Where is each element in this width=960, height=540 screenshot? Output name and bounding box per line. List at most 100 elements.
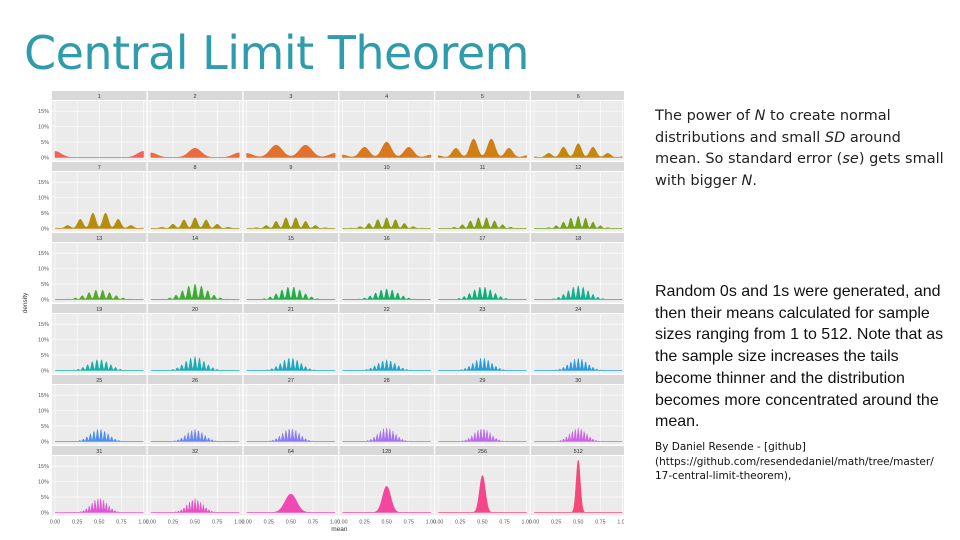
y-tick-label: 15%	[38, 251, 49, 257]
facet-panel: 4	[339, 91, 434, 161]
x-tick-label: 0.00	[50, 520, 60, 526]
density-area	[246, 286, 336, 300]
y-tick-label: 0%	[41, 369, 49, 375]
facet-strip	[435, 375, 530, 384]
facet-label: 18	[575, 236, 581, 242]
facet-label: 13	[96, 236, 102, 242]
facet-label: 16	[384, 236, 390, 242]
y-tick-label: 15%	[38, 180, 49, 186]
facet-panel: 31	[52, 446, 147, 516]
facet-label: 22	[384, 307, 390, 313]
facet-strip	[435, 446, 530, 455]
y-tick-label: 5%	[41, 211, 49, 217]
density-area	[534, 459, 623, 513]
x-tick-label: 0.00	[337, 520, 347, 526]
x-tick-label: 1.00	[522, 520, 532, 526]
credit-link[interactable]: (https://github.com/resendedaniel/math/t…	[655, 455, 934, 468]
y-tick-label: 0%	[41, 298, 49, 304]
y-tick-label: 15%	[38, 322, 49, 328]
density-area	[437, 217, 527, 229]
x-tick-label: 0.00	[146, 520, 156, 526]
x-tick-label: 0.75	[404, 520, 414, 526]
desc-part: around mean. So standard error (	[655, 129, 901, 168]
facet-strip	[243, 375, 339, 384]
facet-strip	[147, 233, 243, 242]
facet-strip	[52, 162, 147, 171]
density-area	[342, 217, 432, 229]
y-tick-label: 5%	[41, 282, 49, 288]
facet-label: 23	[479, 307, 485, 313]
facet-panel: 2	[147, 91, 243, 161]
density-area	[246, 493, 336, 513]
density-area	[533, 215, 623, 229]
facet-label: 19	[96, 307, 102, 313]
facet-panel: 17	[435, 233, 530, 303]
desc-part: ) gets small with bigger	[655, 151, 944, 189]
density-area	[437, 138, 527, 158]
facet-strip	[531, 446, 624, 455]
facet-panel: 11	[435, 162, 530, 232]
facet-panel: 30	[531, 375, 624, 445]
x-tick-label: 0.25	[455, 520, 465, 526]
facet-label: 25	[96, 378, 102, 384]
facet-label: 21	[288, 307, 294, 313]
slide-title: Central Limit Theorem	[24, 26, 529, 80]
facet-label: 20	[192, 307, 198, 313]
y-tick-label: 5%	[41, 424, 49, 430]
facet-label: 256	[478, 449, 487, 455]
facet-label: 28	[384, 378, 390, 384]
y-tick-label: 5%	[41, 140, 49, 146]
facet-strip	[147, 91, 243, 100]
facet-strip	[52, 375, 147, 384]
facet-strip	[147, 304, 243, 313]
facet-label: 17	[479, 236, 485, 242]
facet-panel: 20	[147, 304, 243, 374]
x-tick-label: 1.00	[617, 520, 624, 526]
facet-strip	[435, 91, 530, 100]
x-tick-label: 1.00	[138, 520, 148, 526]
x-tick-label: 0.50	[94, 520, 104, 526]
facet-label: 12	[575, 165, 581, 171]
y-tick-label: 15%	[38, 464, 49, 470]
facet-strip	[339, 162, 434, 171]
facet-panel: 12	[531, 162, 624, 232]
y-tick-label: 10%	[38, 125, 49, 131]
y-tick-label: 5%	[41, 495, 49, 501]
facet-panel: 14	[147, 233, 243, 303]
y-tick-label: 10%	[38, 196, 49, 202]
x-tick-label: 0.50	[573, 520, 583, 526]
facet-strip	[243, 162, 339, 171]
facet-panel: 24	[531, 304, 624, 374]
density-area	[342, 427, 431, 442]
facet-strip	[52, 304, 147, 313]
density-area	[438, 475, 527, 513]
density-area	[150, 498, 240, 513]
facet-label: 64	[288, 449, 294, 455]
facet-chart: 10%5%10%15%2 3 4 5 670%5%10%15%8 9 10 11 12130%5…	[22, 91, 624, 533]
facet-strip	[435, 162, 530, 171]
facet-strip	[435, 233, 530, 242]
y-tick-label: 0%	[41, 440, 49, 446]
facet-strip	[243, 233, 339, 242]
facet-strip	[147, 162, 243, 171]
facet-panel: 26	[147, 375, 243, 445]
facet-panel: 256	[435, 446, 530, 516]
facet-label: 27	[288, 378, 294, 384]
facet-label: 4	[385, 94, 388, 100]
density-area	[342, 141, 432, 158]
x-tick-label: 0.75	[499, 520, 509, 526]
x-tick-label: 0.75	[212, 520, 222, 526]
y-tick-label: 5%	[41, 353, 49, 359]
y-tick-label: 10%	[38, 338, 49, 344]
description-text: The power of N to create normal distribu…	[655, 106, 945, 192]
x-tick-label: 0.25	[359, 520, 369, 526]
density-area	[246, 217, 336, 229]
x-tick-label: 0.25	[168, 520, 178, 526]
density-area	[54, 289, 144, 300]
credit-line: 17-central-limit-theorem),	[655, 470, 792, 482]
facet-label: 1	[98, 94, 101, 100]
x-tick-label: 0.25	[264, 520, 274, 526]
facet-panel: 27	[243, 375, 339, 445]
facet-label: 32	[192, 449, 198, 455]
desc-part: The power of	[655, 108, 755, 124]
